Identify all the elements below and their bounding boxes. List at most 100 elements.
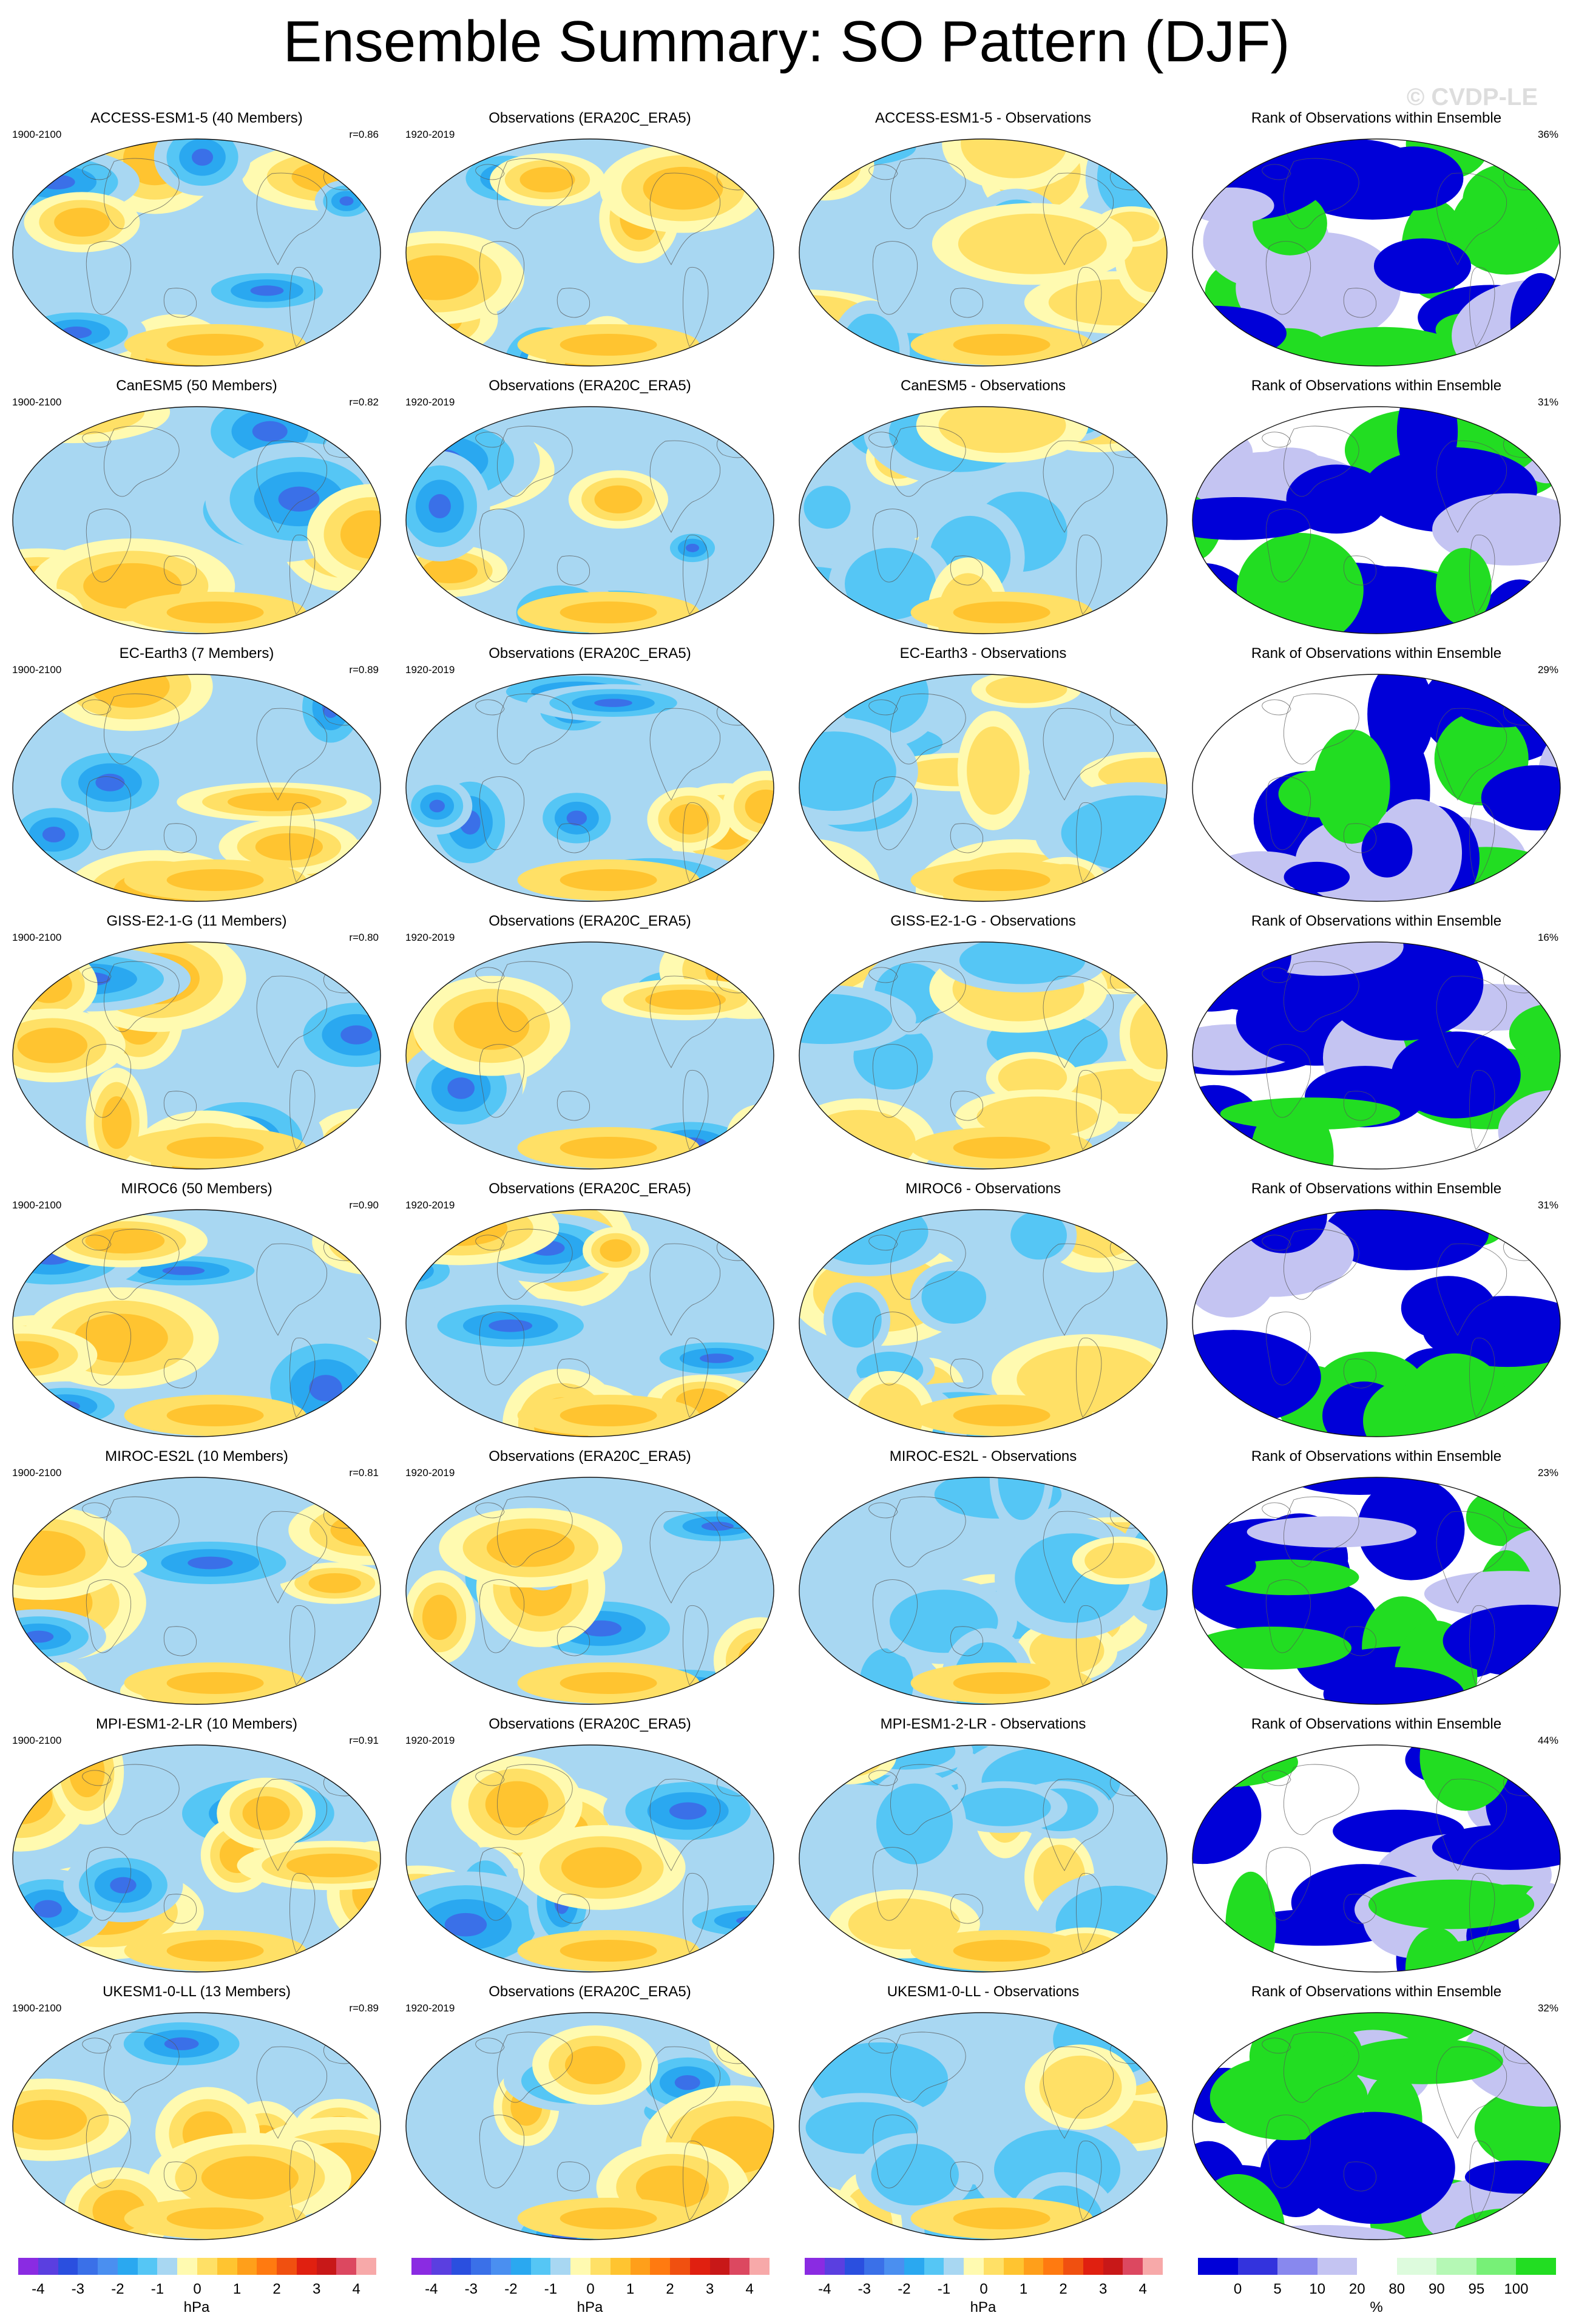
panel-title: ACCESS-ESM1-5 - Observations (874, 110, 1092, 126)
colorbar-swatch (78, 2258, 98, 2275)
panel-title: Observations (ERA20C_ERA5) (489, 1716, 691, 1732)
colorbar-tick-label: -1 (937, 2281, 951, 2297)
panel-diff-2: CanESM5 - Observations (786, 376, 1180, 643)
colorbar-swatch (137, 2258, 158, 2275)
panel-title: Rank of Observations within Ensemble (1251, 1716, 1502, 1732)
rank-map (1192, 1744, 1561, 1973)
panel-title: Rank of Observations within Ensemble (1251, 645, 1502, 662)
colorbar-swatch (650, 2258, 671, 2275)
pressure-anomaly-map (799, 1477, 1168, 1705)
panel-model-6: MIROC-ES2L (10 Members) 1900-2100 r=0.81 (0, 1446, 393, 1714)
colorbar-swatch (471, 2258, 492, 2275)
panel-title: Rank of Observations within Ensemble (1251, 378, 1502, 394)
panel-title: Rank of Observations within Ensemble (1251, 110, 1502, 126)
panel-obs-3: Observations (ERA20C_ERA5) 1920-2019 (393, 643, 786, 911)
rank-map (1192, 941, 1561, 1170)
colorbar-swatch (1516, 2258, 1557, 2275)
period-label: 1900-2100 (12, 396, 62, 408)
colorbar-tick-label: 1 (1019, 2281, 1028, 2297)
pattern-correlation: r=0.90 (349, 1199, 379, 1211)
colorbar-swatch (924, 2258, 944, 2275)
panel-rank-6: Rank of Observations within Ensemble 23% (1180, 1446, 1573, 1714)
panel-obs-4: Observations (ERA20C_ERA5) 1920-2019 (393, 911, 786, 1179)
colorbar-swatch (451, 2258, 472, 2275)
colorbar-tick-label: -2 (504, 2281, 518, 2297)
period-label: 1900-2100 (12, 1199, 62, 1211)
colorbar-swatch (58, 2258, 78, 2275)
colorbar-tick-label: -2 (898, 2281, 911, 2297)
panel-title: MIROC-ES2L - Observations (889, 1448, 1077, 1465)
pressure-anomaly-map (12, 674, 381, 902)
colorbar-tick-label: 0 (1233, 2281, 1242, 2297)
panel-rank-1: Rank of Observations within Ensemble 36% (1180, 108, 1573, 376)
colorbar-tick-label: 3 (312, 2281, 321, 2297)
panel-title: MIROC6 (50 Members) (121, 1181, 272, 1197)
colorbar-hpa-2: -4 -3 -2 -1 0 1 2 3 4 hPa (393, 2246, 786, 2324)
colorbar-unit: hPa (577, 2299, 603, 2316)
period-label: 1920-2019 (405, 1467, 455, 1479)
colorbar-swatch (316, 2258, 337, 2275)
panel-title: CanESM5 - Observations (900, 378, 1066, 394)
panel-diff-8: UKESM1-0-LL - Observations (786, 1982, 1180, 2249)
pressure-anomaly-map (12, 138, 381, 367)
pressure-anomaly-map (12, 941, 381, 1170)
colorbar-unit: % (1370, 2299, 1383, 2316)
colorbar-swatch (411, 2258, 432, 2275)
panel-title: UKESM1-0-LL - Observations (887, 1984, 1080, 2000)
panel-title: GISS-E2-1-G (11 Members) (106, 913, 287, 929)
colorbar-swatch (431, 2258, 452, 2275)
period-label: 1900-2100 (12, 1735, 62, 1746)
rank-map (1192, 1209, 1561, 1437)
colorbar-swatch (610, 2258, 631, 2275)
colorbar-tick-label: 4 (352, 2281, 360, 2297)
colorbar-swatch (1317, 2258, 1358, 2275)
colorbar-swatch (1476, 2258, 1517, 2275)
colorbar-swatch (117, 2258, 138, 2275)
colorbar-swatch (729, 2258, 750, 2275)
colorbar-swatch (904, 2258, 925, 2275)
panel-title: Rank of Observations within Ensemble (1251, 1984, 1502, 2000)
colorbar-swatch (805, 2258, 825, 2275)
colorbar-swatch (1083, 2258, 1104, 2275)
colorbar-tick-label: -4 (818, 2281, 831, 2297)
colorbar-tick-label: 2 (272, 2281, 281, 2297)
colorbar-rank-pct: 0 5 10 20 80 90 95 100% (1180, 2246, 1573, 2324)
panel-title: Observations (ERA20C_ERA5) (489, 110, 691, 126)
panel-model-7: MPI-ESM1-2-LR (10 Members) 1900-2100 r=0.9… (0, 1714, 393, 1982)
colorbar-swatch (630, 2258, 651, 2275)
pressure-anomaly-map (405, 941, 774, 1170)
pressure-anomaly-map (12, 1477, 381, 1705)
colorbar-swatch (1396, 2258, 1437, 2275)
colorbar-tick-label: 95 (1468, 2281, 1485, 2297)
panel-obs-6: Observations (ERA20C_ERA5) 1920-2019 (393, 1446, 786, 1714)
pressure-anomaly-map (799, 674, 1168, 902)
colorbar-swatch (1436, 2258, 1477, 2275)
pressure-anomaly-map (12, 2012, 381, 2240)
panel-model-5: MIROC6 (50 Members) 1900-2100 r=0.90 (0, 1179, 393, 1446)
colorbar-swatch (884, 2258, 905, 2275)
colorbar-swatch (217, 2258, 238, 2275)
pressure-anomaly-map (799, 1744, 1168, 1973)
colorbar-tick-label: -2 (111, 2281, 124, 2297)
colorbar-tick-label: -4 (425, 2281, 438, 2297)
panel-obs-7: Observations (ERA20C_ERA5) 1920-2019 (393, 1714, 786, 1982)
colorbar-tick-label: -3 (858, 2281, 871, 2297)
colorbar-swatch (530, 2258, 551, 2275)
rank-map (1192, 674, 1561, 902)
colorbar-swatch (237, 2258, 257, 2275)
colorbar-tick-label: 3 (1098, 2281, 1108, 2297)
colorbar-tick-label: 4 (1138, 2281, 1147, 2297)
panel-title: MIROC-ES2L (10 Members) (105, 1448, 288, 1465)
colorbar-swatch (749, 2258, 770, 2275)
rank-map (1192, 406, 1561, 634)
panel-title: Observations (ERA20C_ERA5) (489, 378, 691, 394)
colorbar-tick-label: -1 (544, 2281, 558, 2297)
colorbar-swatch (18, 2258, 39, 2275)
period-label: 1900-2100 (12, 129, 62, 140)
panel-title: Observations (ERA20C_ERA5) (489, 913, 691, 929)
colorbar-tick-label: 1 (232, 2281, 242, 2297)
period-label: 1920-2019 (405, 932, 455, 943)
pattern-correlation: r=0.91 (349, 1735, 379, 1746)
colorbar-tick-label: 2 (1059, 2281, 1067, 2297)
colorbar-swatch (844, 2258, 865, 2275)
